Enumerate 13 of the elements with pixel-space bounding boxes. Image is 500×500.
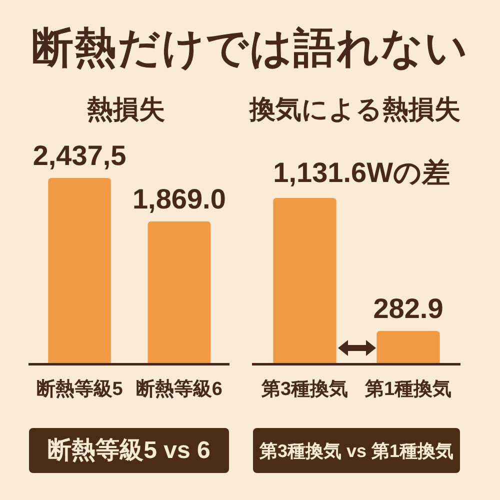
- data-label: 2,437,5: [32, 140, 126, 171]
- chart-subtitle: 熱損失: [87, 94, 165, 124]
- x-tick-label: 断熱等級6: [136, 378, 222, 400]
- annotation: 1,131.6Wの差: [273, 157, 450, 188]
- chart-title: 断熱だけでは語れない: [30, 23, 470, 73]
- x-tick-label: 第3種換気: [260, 378, 348, 400]
- x-tick-label: 断熱等級5: [36, 378, 124, 400]
- data-label: 1,869.0: [132, 183, 226, 214]
- caption-box: 第3種換気 vs 第1種換気: [253, 428, 460, 473]
- x-tick-label: 第1種換気: [364, 378, 452, 400]
- chart-subtitle: 換気による熱損失: [248, 93, 462, 126]
- caption-box: 断熱等級5 vs 6: [29, 428, 229, 473]
- data-label: 282.9: [373, 292, 444, 324]
